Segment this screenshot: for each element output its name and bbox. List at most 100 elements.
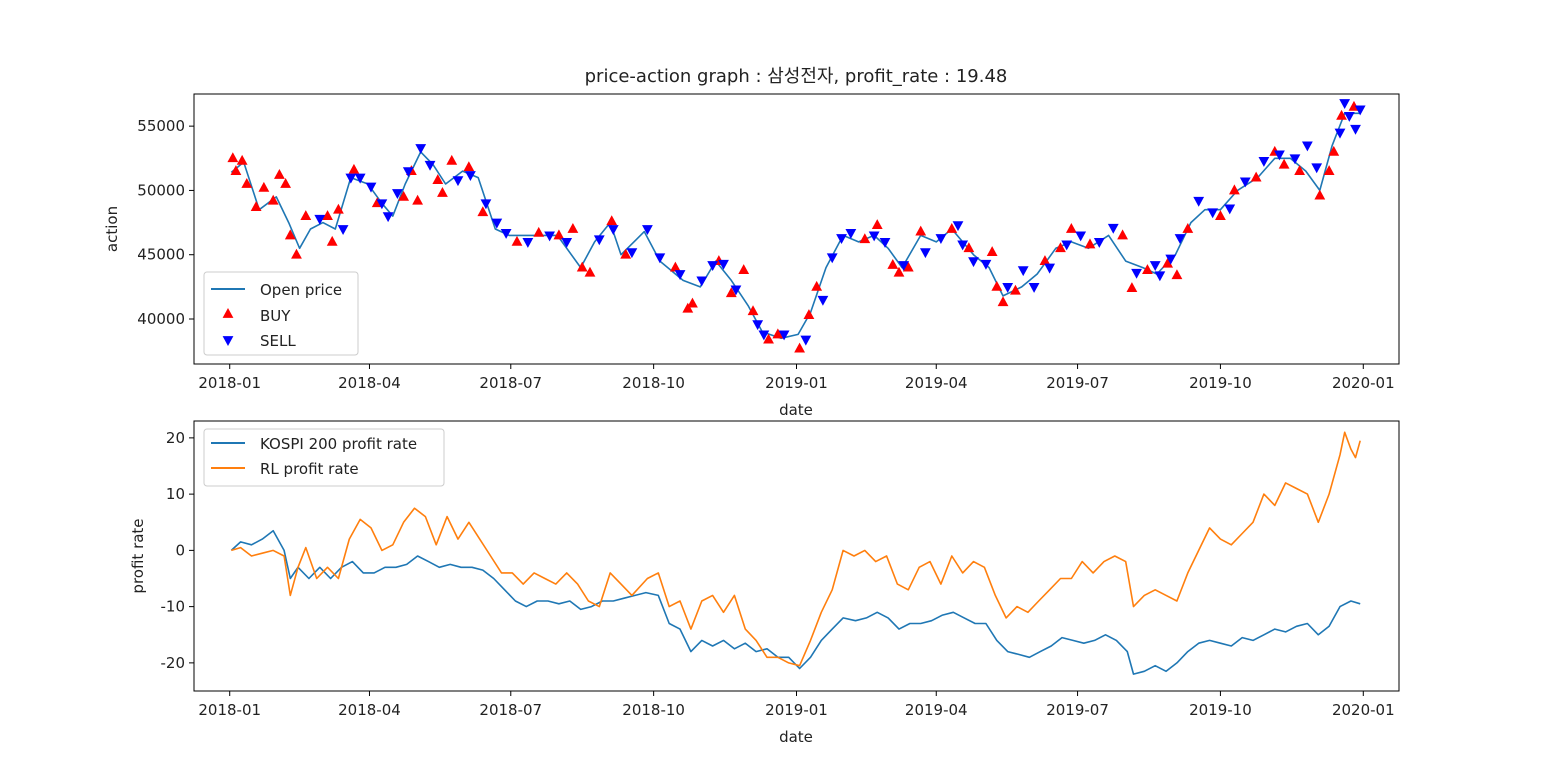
marker-sell: [1274, 150, 1285, 161]
marker-sell: [365, 182, 377, 193]
marker-buy: [227, 152, 239, 163]
marker-buy: [267, 194, 279, 205]
marker-buy: [1336, 109, 1347, 120]
profit-rate-y-tick-label: 20: [166, 429, 185, 447]
marker-sell: [544, 231, 555, 242]
profit-rate-subplot: 2018-01 2018-04 2018-07 2018-10 2019-01 2019-…: [129, 420, 1400, 746]
price-action-y-tick-label: 50000: [137, 181, 185, 199]
marker-buy: [687, 297, 698, 308]
marker-sell: [607, 225, 619, 235]
marker-sell: [1354, 105, 1366, 116]
marker-sell: [642, 225, 653, 235]
marker-buy: [763, 333, 774, 344]
marker-buy: [1039, 255, 1051, 266]
profit-rate-x-tick-label: 2019-04: [905, 701, 968, 719]
marker-sell: [465, 171, 476, 181]
marker-sell: [826, 253, 838, 264]
marker-buy: [398, 190, 410, 201]
marker-sell: [1017, 266, 1029, 277]
marker-sell: [1165, 254, 1177, 265]
marker-sell: [392, 189, 403, 199]
marker-buy: [477, 206, 489, 217]
marker-sell: [1239, 177, 1251, 188]
marker-sell: [424, 160, 436, 171]
profit-rate-y-tick-label: 0: [175, 541, 185, 559]
marker-sell: [935, 234, 947, 244]
marker-buy: [576, 261, 588, 272]
marker-buy: [1171, 269, 1183, 280]
profit-rate-legend: KOSPI 200 profit rate RL profit rate: [203, 428, 445, 487]
price-action-y-tick-label: 40000: [137, 310, 185, 328]
marker-buy: [794, 342, 806, 353]
marker-buy: [893, 266, 905, 277]
marker-buy: [725, 287, 737, 298]
marker-buy: [986, 246, 998, 257]
marker-buy: [1328, 145, 1340, 156]
marker-sell: [817, 295, 829, 306]
price-action-y-tick-label: 45000: [137, 246, 185, 264]
profit-rate-x-tick-label: 2019-10: [1189, 701, 1252, 719]
marker-buy: [348, 163, 360, 174]
profit-rate-axes-frame: [193, 420, 1400, 692]
marker-buy: [230, 165, 242, 176]
marker-sell: [500, 228, 512, 239]
marker-sell: [314, 214, 326, 225]
price-action-x-tick-label: 2020-01: [1332, 374, 1395, 392]
price-action-x-tick-label: 2019-04: [905, 374, 968, 392]
marker-buy: [236, 154, 248, 165]
profit-rate-y-tick-label: 10: [166, 485, 185, 503]
marker-sell: [845, 228, 857, 239]
marker-sell: [1149, 261, 1161, 271]
marker-sell: [561, 237, 573, 248]
marker-sell: [1301, 141, 1313, 152]
price-action-legend-box: [203, 271, 359, 356]
marker-sell: [382, 212, 394, 223]
marker-sell: [778, 330, 790, 341]
marker-sell: [376, 199, 388, 210]
marker-sell: [968, 257, 979, 268]
legend-label-open-price: Open price: [260, 281, 342, 299]
marker-buy: [1182, 223, 1194, 233]
marker-buy: [1278, 158, 1290, 169]
marker-sell: [522, 237, 534, 248]
marker-buy: [682, 302, 694, 313]
marker-buy: [1215, 210, 1226, 221]
marker-sell: [345, 173, 357, 184]
marker-sell: [696, 276, 708, 287]
marker-sell: [593, 235, 605, 246]
marker-sell: [1311, 163, 1323, 174]
marker-sell: [452, 176, 464, 187]
marker-sell: [1002, 282, 1014, 293]
marker-buy: [1010, 284, 1021, 295]
marker-buy: [1055, 242, 1066, 253]
marker-sell: [730, 285, 742, 296]
marker-sell: [654, 253, 666, 264]
marker-buy: [437, 187, 448, 197]
marker-sell: [836, 234, 847, 244]
legend-label-rl-profit-rate: RL profit rate: [260, 460, 359, 478]
marker-buy: [1117, 229, 1128, 240]
marker-buy: [669, 261, 681, 272]
marker-buy: [284, 229, 296, 240]
price-action-subplot: price-action graph : 삼성전자, profit_rate :…: [103, 66, 1400, 419]
marker-buy: [946, 223, 958, 233]
profit-rate-y-axis-label: profit rate: [129, 518, 147, 593]
marker-buy: [1228, 184, 1240, 195]
marker-buy: [1065, 223, 1077, 233]
marker-buy: [1323, 165, 1335, 176]
profit-rate-legend-box: [203, 428, 445, 487]
marker-buy: [291, 248, 302, 259]
chart-title: price-action graph : 삼성전자, profit_rate :…: [585, 66, 1008, 87]
marker-buy: [463, 161, 475, 172]
marker-buy: [533, 226, 545, 237]
price-action-axes-frame: [193, 93, 1400, 365]
marker-sell: [758, 330, 770, 341]
marker-buy: [333, 203, 344, 214]
marker-buy: [811, 280, 823, 291]
series-line-kospi-200-profit-rate: [230, 529, 1361, 675]
marker-buy: [258, 181, 270, 192]
marker-buy: [326, 235, 338, 246]
price-action-y-tick-label: 55000: [137, 117, 185, 135]
marker-buy: [1294, 165, 1306, 176]
